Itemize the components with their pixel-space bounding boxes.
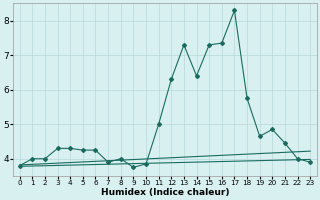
- X-axis label: Humidex (Indice chaleur): Humidex (Indice chaleur): [101, 188, 229, 197]
